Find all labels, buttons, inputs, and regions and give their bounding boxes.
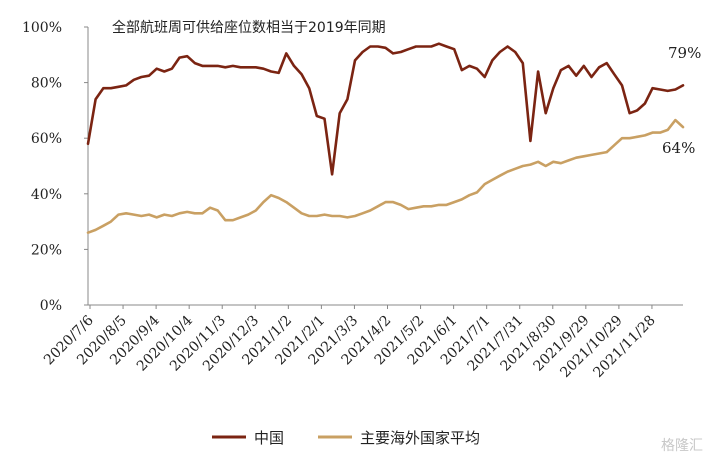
chart-title: 全部航班周可供给座位数相当于2019年同期	[112, 19, 386, 36]
y-tick-label: 60%	[31, 131, 62, 147]
y-tick-label: 40%	[31, 187, 62, 203]
watermark: 格隆汇	[661, 438, 703, 454]
chart-axes	[87, 27, 683, 306]
series-end-label-china: 79%	[668, 44, 701, 62]
legend-item-overseas: 主要海外国家平均	[318, 429, 480, 447]
series-end-label-overseas: 64%	[662, 139, 695, 157]
y-tick-label: 100%	[22, 20, 62, 36]
x-axis-ticks: 2020/7/62020/8/52020/9/42020/10/42020/11…	[41, 305, 659, 381]
legend-label: 中国	[254, 429, 284, 447]
y-tick-label: 0%	[40, 298, 62, 314]
legend-label: 主要海外国家平均	[360, 429, 480, 447]
y-tick-label: 80%	[31, 76, 62, 92]
series-line-overseas	[86, 118, 685, 234]
legend-item-china: 中国	[212, 429, 284, 447]
y-axis-ticks: 0% 20% 40% 60% 80% 100%	[22, 20, 88, 314]
series-line-china	[86, 42, 685, 176]
series-lines	[86, 42, 685, 234]
y-tick-label: 20%	[31, 242, 62, 258]
legend: 中国 主要海外国家平均	[212, 429, 480, 447]
